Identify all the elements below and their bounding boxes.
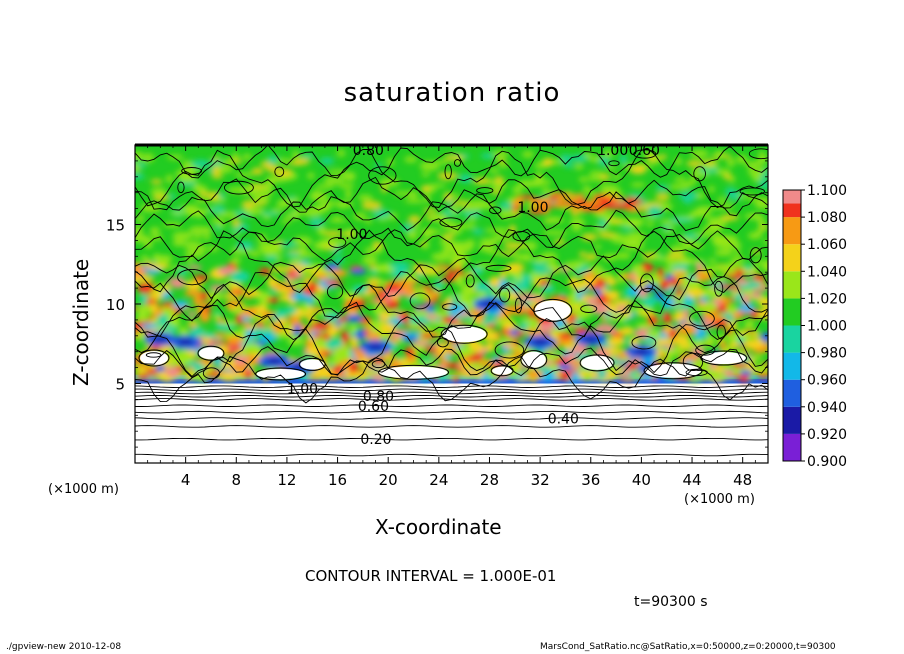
colorbar-swatch <box>783 379 801 407</box>
contour-label: 0.20 <box>360 432 391 448</box>
contour-label: 1.00 <box>336 227 367 243</box>
contour-label: 0.80 <box>363 389 394 405</box>
colorbar-tick-label: 1.060 <box>807 237 847 253</box>
chart-title: saturation ratio <box>343 78 561 108</box>
colorbar-swatch <box>783 217 801 245</box>
colorbar-tick-label: 0.920 <box>807 427 847 443</box>
colorbar-swatch <box>783 352 801 380</box>
colorbar-swatch <box>783 244 801 272</box>
x-tick-label: 24 <box>429 471 448 489</box>
colorbar-tick-label: 1.040 <box>807 264 847 280</box>
contour-label: 1.00 <box>287 381 318 397</box>
x-tick-label: 4 <box>181 471 191 489</box>
y-tick-label: 15 <box>106 217 125 235</box>
y-tick-label: 10 <box>106 296 125 314</box>
contour-label: 0.80 <box>353 143 384 159</box>
footer-left: ./gpview-new 2010-12-08 <box>6 642 122 652</box>
colorbar-swatch <box>783 433 801 461</box>
colorbar-tick-label: 0.960 <box>807 373 847 389</box>
colorbar-swatch <box>783 406 801 434</box>
colorbar-overflow <box>783 190 801 204</box>
colorbar-tick-label: 1.080 <box>807 210 847 226</box>
colorbar-tick-label: 0.900 <box>807 454 847 470</box>
contour-lines: 0.80 1.00 0.601.001.001.00 0.800.600.400.20 <box>135 143 768 457</box>
colorbar: 0.900 0.920 0.940 0.960 0.980 1.000 1.020 1.040… <box>782 183 847 470</box>
contour-label: 0.60 <box>629 143 660 159</box>
y-axis-label: Z-coordinate <box>69 258 93 386</box>
colorbar-tick-label: 1.000 <box>807 319 847 335</box>
x-tick-label: 48 <box>733 471 752 489</box>
x-tick-label: 28 <box>480 471 499 489</box>
y-axis-unit: (×1000 m) <box>48 482 119 497</box>
contour-label: 1.00 <box>597 143 628 159</box>
contour-interval-label: CONTOUR INTERVAL = 1.000E-01 <box>305 567 557 585</box>
colorbar-tick-label: 0.940 <box>807 400 847 416</box>
colorbar-tick-label: 0.980 <box>807 346 847 362</box>
x-tick-label: 12 <box>277 471 296 489</box>
colorbar-tick-label: 1.100 <box>807 183 847 199</box>
colorbar-swatch <box>783 325 801 353</box>
colorbar-swatch <box>783 298 801 326</box>
contour-label: 0.60 <box>358 399 389 415</box>
field-texture <box>135 149 768 384</box>
field-blue-strip <box>135 378 768 384</box>
time-label: t=90300 s <box>634 594 708 610</box>
x-tick-label: 32 <box>531 471 550 489</box>
x-tick-label: 8 <box>232 471 242 489</box>
x-axis-unit: (×1000 m) <box>684 492 755 507</box>
x-tick-label: 20 <box>379 471 398 489</box>
footer-right: MarsCond_SatRatio.nc@SatRatio,x=0:50000,… <box>540 642 836 652</box>
x-tick-label: 36 <box>581 471 600 489</box>
contour-label: 1.00 <box>517 200 548 216</box>
colorbar-tick-label: 1.020 <box>807 291 847 307</box>
field-white-patches <box>139 300 746 379</box>
x-tick-label: 40 <box>632 471 651 489</box>
colorbar-swatch <box>783 271 801 299</box>
y-tick-label: 5 <box>115 376 125 394</box>
x-tick-label: 16 <box>328 471 347 489</box>
x-axis-label: X-coordinate <box>375 515 502 539</box>
x-tick-label: 44 <box>682 471 701 489</box>
contour-label: 0.40 <box>548 411 579 427</box>
